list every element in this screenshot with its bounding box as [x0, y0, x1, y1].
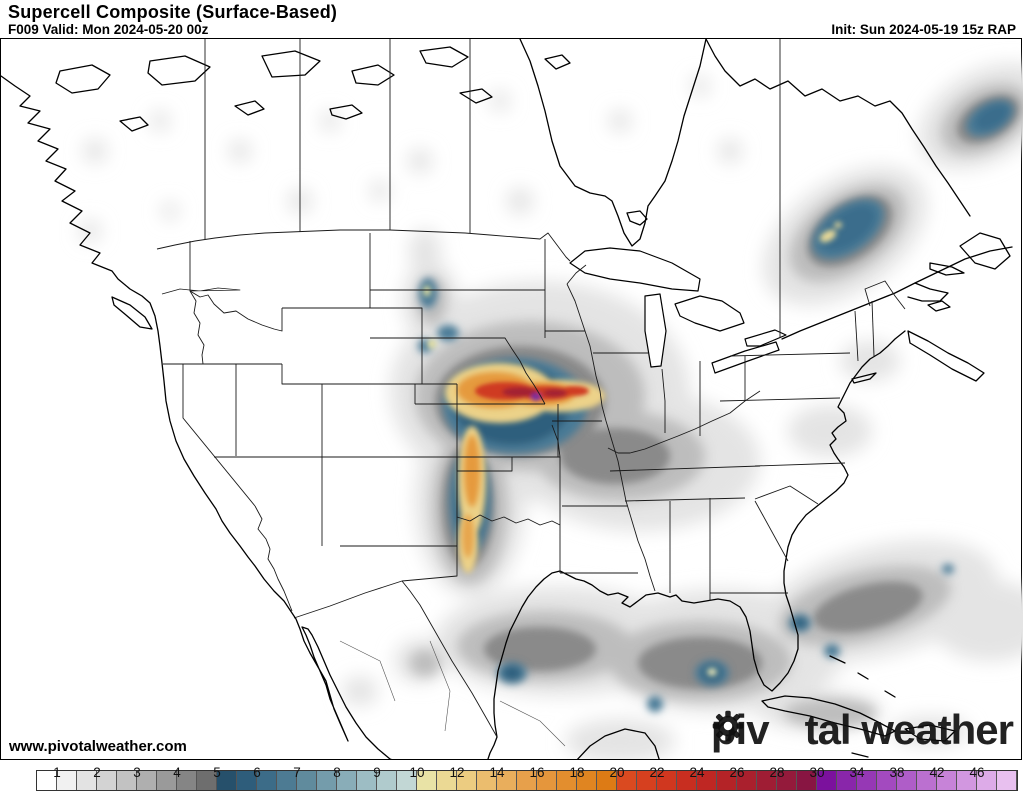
forecast-map: www.pivotalweather.com piv — [0, 38, 1023, 760]
colorbar-cell — [597, 771, 617, 790]
colorbar-cell — [757, 771, 777, 790]
colorbar-cell — [537, 771, 557, 790]
colorbar-cell — [577, 771, 597, 790]
colorbar-cell — [317, 771, 337, 790]
colorbar-tick-label: 2 — [93, 765, 101, 780]
colorbar-cell — [937, 771, 957, 790]
header: Supercell Composite (Surface-Based) F009… — [0, 0, 1024, 38]
colorbar-cell — [217, 771, 237, 790]
watermark-url: www.pivotalweather.com — [9, 738, 187, 755]
colorbar-cell — [57, 771, 77, 790]
colorbar-cell — [457, 771, 477, 790]
colorbar-cell — [677, 771, 697, 790]
colorbar-cell — [917, 771, 937, 790]
colorbar-cell — [737, 771, 757, 790]
colorbar-cell — [397, 771, 417, 790]
gear-icon — [712, 710, 804, 747]
colorbar-cell — [257, 771, 277, 790]
logo-text-right: tal weather — [804, 706, 1014, 753]
colorbar-cell — [877, 771, 897, 790]
coastlines — [1, 39, 1013, 759]
colorbar-cell — [437, 771, 457, 790]
colorbar-cell — [237, 771, 257, 790]
colorbar-tick-label: 38 — [889, 765, 905, 780]
colorbar-cell — [957, 771, 977, 790]
colorbar-cell — [637, 771, 657, 790]
colorbar-tick-label: 24 — [689, 765, 705, 780]
forecast-map-svg — [1, 39, 1023, 759]
scp-field-red — [475, 382, 589, 401]
colorbar-cell — [37, 771, 57, 790]
colorbar-tick-label: 10 — [409, 765, 425, 780]
colorbar-cell — [697, 771, 717, 790]
colorbar-tick-label: 28 — [769, 765, 785, 780]
colorbar-cell — [277, 771, 297, 790]
colorbar-tick-label: 9 — [373, 765, 381, 780]
colorbar-tick-label: 34 — [849, 765, 865, 780]
colorbar-cell — [477, 771, 497, 790]
colorbar-cell — [497, 771, 517, 790]
colorbar-tick-label: 5 — [213, 765, 221, 780]
colorbar-tick-label: 4 — [173, 765, 181, 780]
colorbar-cell — [297, 771, 317, 790]
colorbar-cell — [377, 771, 397, 790]
colorbar-cell — [177, 771, 197, 790]
colorbar-cell — [797, 771, 817, 790]
colorbar-cell — [617, 771, 637, 790]
colorbar-cell — [557, 771, 577, 790]
colorbar-cell — [977, 771, 997, 790]
colorbar-cell — [717, 771, 737, 790]
colorbar-cell — [357, 771, 377, 790]
colorbar-tick-label: 26 — [729, 765, 745, 780]
colorbar-tick-label: 14 — [489, 765, 505, 780]
colorbar: 1 2 3 4 5 6 7 8 9 10 12 14 16 18 20 22 24 26 28 30 34 38 42 46 — [0, 760, 1024, 791]
colorbar-cell — [97, 771, 117, 790]
colorbar-cell — [517, 771, 537, 790]
colorbar-cell — [997, 771, 1017, 790]
colorbar-tick-label: 18 — [569, 765, 585, 780]
valid-time-label: F009 Valid: Mon 2024-05-20 00z — [8, 22, 209, 37]
great-lakes — [569, 247, 787, 374]
colorbar-cell — [897, 771, 917, 790]
colorbar-cell — [337, 771, 357, 790]
colorbar-cell — [837, 771, 857, 790]
colorbar-tick-label: 8 — [333, 765, 341, 780]
colorbar-tick-label: 30 — [809, 765, 825, 780]
colorbar-cell — [777, 771, 797, 790]
init-time-label: Init: Sun 2024-05-19 15z RAP — [831, 22, 1016, 37]
colorbar-tick-label: 3 — [133, 765, 141, 780]
colorbar-tick-label: 22 — [649, 765, 665, 780]
state-borders — [156, 39, 906, 747]
colorbar-tick-label: 1 — [53, 765, 61, 780]
colorbar-tick-label: 16 — [529, 765, 545, 780]
colorbar-scale: 1 2 3 4 5 6 7 8 9 10 12 14 16 18 20 22 24 26 28 30 34 38 42 46 — [36, 765, 1018, 791]
colorbar-cell — [657, 771, 677, 790]
colorbar-tick-label: 46 — [969, 765, 985, 780]
colorbar-tick-label: 42 — [929, 765, 945, 780]
colorbar-cell — [157, 771, 177, 790]
page-title: Supercell Composite (Surface-Based) — [8, 2, 338, 22]
colorbar-cell — [417, 771, 437, 790]
colorbar-cell — [857, 771, 877, 790]
colorbar-cell — [817, 771, 837, 790]
colorbar-cell — [117, 771, 137, 790]
pivotal-weather-logo: piv ta — [711, 706, 1014, 753]
colorbar-cell — [77, 771, 97, 790]
colorbar-tick-label: 6 — [253, 765, 261, 780]
colorbar-cell — [197, 771, 217, 790]
colorbar-cell — [137, 771, 157, 790]
colorbar-tick-label: 20 — [609, 765, 625, 780]
colorbar-tick-label: 12 — [449, 765, 465, 780]
colorbar-tick-label: 7 — [293, 765, 301, 780]
